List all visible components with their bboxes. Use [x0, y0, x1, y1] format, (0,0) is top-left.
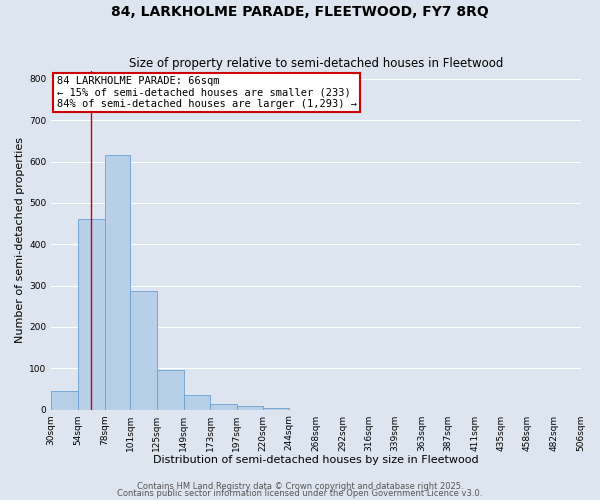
- Bar: [184, 395, 210, 409]
- Text: 84 LARKHOLME PARADE: 66sqm
← 15% of semi-detached houses are smaller (233)
84% o: 84 LARKHOLME PARADE: 66sqm ← 15% of semi…: [56, 76, 356, 109]
- Text: Contains public sector information licensed under the Open Government Licence v3: Contains public sector information licen…: [118, 489, 482, 498]
- Bar: [130, 290, 157, 410]
- Bar: [157, 370, 184, 410]
- Text: 84, LARKHOLME PARADE, FLEETWOOD, FY7 8RQ: 84, LARKHOLME PARADE, FLEETWOOD, FY7 8RQ: [111, 5, 489, 19]
- Bar: [104, 156, 130, 410]
- Bar: [263, 408, 289, 410]
- Bar: [210, 404, 237, 409]
- X-axis label: Distribution of semi-detached houses by size in Fleetwood: Distribution of semi-detached houses by …: [153, 455, 479, 465]
- Bar: [51, 391, 78, 409]
- Title: Size of property relative to semi-detached houses in Fleetwood: Size of property relative to semi-detach…: [129, 56, 503, 70]
- Y-axis label: Number of semi-detached properties: Number of semi-detached properties: [15, 137, 25, 343]
- Bar: [78, 220, 104, 410]
- Bar: [237, 406, 263, 410]
- Text: Contains HM Land Registry data © Crown copyright and database right 2025.: Contains HM Land Registry data © Crown c…: [137, 482, 463, 491]
